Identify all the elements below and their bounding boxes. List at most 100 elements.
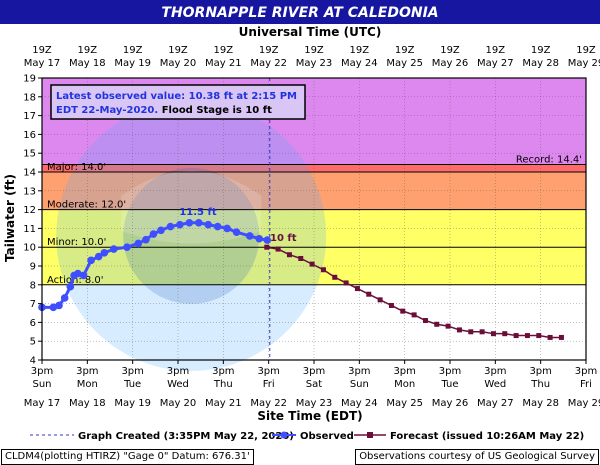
x-top-tick-time: 19Z	[32, 45, 52, 56]
x-top-tick-date: May 22	[250, 58, 287, 69]
observed-point	[109, 245, 118, 253]
x-bottom-tick-day: Mon	[77, 379, 98, 390]
x-bottom-tick-date: May 20	[160, 398, 197, 409]
forecast-point	[490, 331, 496, 337]
x-bottom-tick-day: Wed	[167, 379, 189, 390]
observed-point	[194, 218, 203, 227]
forecast-point	[502, 331, 508, 337]
x-top-tick-time: 19Z	[395, 45, 415, 56]
x-top-tick-time: 19Z	[576, 45, 596, 56]
forecast-point	[264, 244, 270, 250]
forecast-point	[558, 334, 564, 340]
observed-point	[100, 249, 109, 257]
observed-point	[123, 243, 131, 251]
stage-label-action: Action: 8.0'	[47, 275, 104, 286]
observed-point	[213, 222, 222, 231]
observed-point	[55, 301, 63, 310]
forecast-point	[513, 333, 519, 339]
y-tick-label: 4	[30, 356, 36, 367]
x-top-tick-date: May 20	[160, 58, 197, 69]
x-bottom-tick-date: May 29	[568, 398, 600, 409]
x-top-tick-time: 19Z	[259, 45, 279, 56]
x-top-tick-time: 19Z	[531, 45, 551, 56]
x-bottom-tick-time: 3pm	[303, 366, 325, 377]
x-top-tick-date: May 29	[568, 58, 600, 69]
x-top-tick-date: May 28	[522, 58, 559, 69]
x-bottom-tick-day: Tue	[440, 379, 458, 390]
x-top-tick-date: May 17	[24, 58, 61, 69]
y-tick-label: 11	[23, 224, 36, 235]
x-bottom-tick-date: May 28	[522, 398, 559, 409]
x-bottom-tick-day: Tue	[123, 379, 141, 390]
forecast-point	[468, 329, 474, 335]
x-bottom-tick-date: May 27	[477, 398, 514, 409]
forecast-peak-label: 10 ft	[270, 233, 297, 244]
chart-title: THORNAPPLE RIVER AT CALEDONIA	[161, 5, 438, 21]
observed-point	[204, 220, 213, 229]
observed-point	[134, 239, 143, 248]
forecast-point	[377, 297, 383, 303]
x-top-tick-date: May 23	[296, 58, 333, 69]
footer-datum: CLDM4(plotting HTIRZ) "Gage 0" Datum: 67…	[1, 449, 254, 465]
observed-point	[263, 236, 272, 244]
forecast-point	[388, 302, 394, 308]
stage-label-major: Major: 14.0'	[47, 162, 106, 173]
y-tick-label: 14	[23, 168, 36, 179]
forecast-point	[524, 333, 530, 339]
x-bottom-tick-date: May 25	[386, 398, 423, 409]
x-top-tick-time: 19Z	[486, 45, 506, 56]
flood-stage-lines: Record: 14.4' Major: 14.0' Moderate: 12.0'…	[42, 154, 586, 286]
x-top-tick-date: May 21	[205, 58, 242, 69]
x-top-tick-date: May 27	[477, 58, 514, 69]
observed-point	[255, 234, 264, 243]
latest-observed-box: Latest observed value: 10.38 ft at 2:15 …	[50, 84, 306, 120]
forecast-series	[264, 244, 564, 340]
tick-labels: 4 5 6 7 8 9 10 11 12 13 14 15 16 17 18 19 19Z May 17 19Z Ma…	[23, 45, 600, 409]
y-tick-label: 7	[30, 299, 36, 310]
x-bottom-tick-date: May 19	[114, 398, 151, 409]
y-axis-title: Tailwater (ft)	[3, 174, 17, 262]
x-top-tick-time: 19Z	[123, 45, 143, 56]
forecast-point	[354, 286, 360, 292]
x-bottom-tick-time: 3pm	[212, 366, 234, 377]
observed-point	[60, 294, 69, 302]
x-axis-title-bottom: Site Time (EDT)	[257, 409, 362, 423]
observed-line	[42, 221, 268, 309]
forecast-point	[422, 318, 428, 324]
x-bottom-tick-day: Thu	[530, 379, 550, 390]
y-tick-label: 19	[23, 74, 36, 85]
x-bottom-tick-date: May 18	[69, 398, 106, 409]
y-tick-label: 6	[30, 318, 36, 329]
x-bottom-tick-day: Wed	[484, 379, 506, 390]
y-tick-label: 5	[30, 337, 36, 348]
observed-point	[142, 235, 150, 244]
observed-point	[66, 282, 75, 291]
x-top-tick-date: May 25	[386, 58, 423, 69]
x-bottom-tick-date: May 23	[296, 398, 333, 409]
x-top-tick-time: 19Z	[304, 45, 324, 56]
x-top-tick-time: 19Z	[214, 45, 234, 56]
forecast-point	[445, 323, 451, 329]
legend-graph-created: Graph Created (3:35PM May 22, 2020)	[78, 431, 294, 442]
x-top-tick-date: May 18	[69, 58, 106, 69]
observed-series	[38, 218, 272, 312]
latest-observed-line2: EDT 22-May-2020. Flood Stage is 10 ft	[56, 105, 272, 116]
legend-forecast: Forecast (issued 10:26AM May 22)	[390, 431, 584, 442]
legend: Graph Created (3:35PM May 22, 2020) Obse…	[30, 431, 584, 442]
observed-point	[166, 222, 175, 231]
x-top-tick-time: 19Z	[440, 45, 460, 56]
x-bottom-tick-time: 3pm	[257, 366, 279, 377]
watermark-inner	[123, 167, 260, 304]
observed-point	[245, 232, 254, 240]
x-top-tick-date: May 26	[432, 58, 469, 69]
y-tick-label: 13	[23, 186, 36, 197]
observed-point	[87, 256, 95, 265]
forecast-point	[343, 280, 349, 286]
forecast-point	[320, 267, 326, 273]
stage-label-moderate: Moderate: 12.0'	[47, 200, 126, 211]
x-top-tick-time: 19Z	[168, 45, 188, 56]
x-top-tick-time: 19Z	[78, 45, 98, 56]
observed-point	[223, 224, 231, 233]
forecast-point	[434, 321, 440, 327]
